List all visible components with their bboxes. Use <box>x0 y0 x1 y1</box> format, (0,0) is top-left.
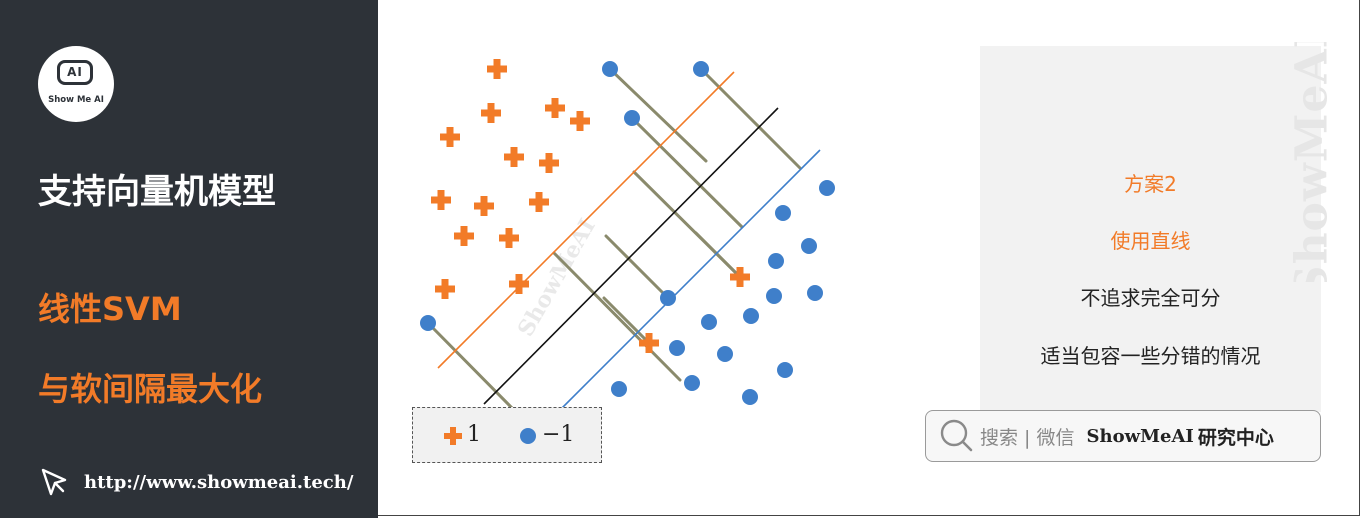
content-frame <box>378 0 1360 516</box>
slack-segment <box>608 67 708 163</box>
slack-segment <box>604 234 670 300</box>
plus-marker <box>440 127 460 147</box>
circle-marker <box>766 288 782 304</box>
plus-marker <box>639 333 659 353</box>
vertical-watermark: ShowMeAI <box>1286 42 1338 282</box>
panel-line-tolerate-errors: 适当包容一些分错的情况 <box>1040 344 1261 368</box>
plus-marker <box>481 103 501 123</box>
circle-marker <box>768 253 784 269</box>
url-row[interactable]: http://www.showmeai.tech/ <box>38 467 353 497</box>
plus-icon <box>444 427 462 445</box>
plus-marker <box>499 228 519 248</box>
plus-marker <box>474 196 494 216</box>
search-label: 搜索 | 微信 <box>980 426 1075 449</box>
positive-margin-line <box>437 71 735 369</box>
circle-marker <box>743 308 759 324</box>
plus-marker <box>730 267 750 287</box>
circle-marker <box>819 180 835 196</box>
slack-segment <box>602 296 651 345</box>
circle-marker <box>611 381 627 397</box>
plus-marker <box>539 153 559 173</box>
circle-marker <box>775 205 791 221</box>
panel-heading: 方案2 <box>1124 172 1177 196</box>
page-title: 支持向量机模型 <box>38 172 276 212</box>
positive-points <box>431 59 750 353</box>
negative-points <box>420 61 835 405</box>
panel-line-straight: 使用直线 <box>1110 229 1191 253</box>
search-brand: ShowMeAI <box>1086 425 1194 447</box>
slack-segment <box>552 251 682 382</box>
website-link[interactable]: http://www.showmeai.tech/ <box>84 471 354 493</box>
circle-marker <box>717 346 733 362</box>
slack-segments <box>426 67 802 412</box>
plus-marker <box>435 279 455 299</box>
showmeai-logo: AI Show Me AI <box>38 46 114 122</box>
circle-marker <box>669 340 685 356</box>
cursor-icon <box>41 468 67 496</box>
circle-marker <box>684 375 700 391</box>
legend-label-negative: −1 <box>542 422 575 447</box>
explanation-panel: 方案2 使用直线 不追求完全可分 适当包容一些分错的情况 <box>980 46 1321 412</box>
search-icon <box>940 419 973 452</box>
svm-diagram: ShowMeAI <box>420 59 835 412</box>
circle-marker <box>624 110 640 126</box>
plus-marker <box>504 147 524 167</box>
plus-marker <box>431 190 451 210</box>
subtitle-linear-svm: 线性SVM <box>38 290 182 328</box>
plus-marker <box>454 226 474 246</box>
robot-face-icon: AI <box>57 60 93 85</box>
legend: 1 −1 <box>412 407 602 463</box>
slack-segment <box>694 231 742 279</box>
plus-marker <box>487 59 507 79</box>
decision-boundary-line <box>483 107 779 405</box>
plus-marker <box>529 192 549 212</box>
circle-marker <box>693 61 709 77</box>
circle-marker <box>602 61 618 77</box>
legend-label-positive: 1 <box>467 422 481 447</box>
wechat-search-bar[interactable]: 搜索 | 微信 ShowMeAI 研究中心 <box>925 410 1321 462</box>
slack-segment <box>426 321 516 412</box>
plus-marker <box>509 274 529 294</box>
circle-marker <box>807 285 823 301</box>
slack-segment <box>630 116 744 229</box>
circle-marker <box>660 290 676 306</box>
circle-marker <box>701 314 717 330</box>
panel-line-not-separable: 不追求完全可分 <box>1080 286 1221 310</box>
sidebar: AI Show Me AI 支持向量机模型 线性SVM 与软间隔最大化 http… <box>0 0 378 518</box>
diagram-watermark: ShowMeAI <box>513 214 601 341</box>
circle-marker <box>777 362 793 378</box>
search-brand-suffix: 研究中心 <box>1197 426 1274 449</box>
circle-icon <box>520 428 536 444</box>
circle-marker <box>801 238 817 254</box>
plus-marker <box>545 98 565 118</box>
plus-marker <box>570 111 590 131</box>
circle-marker <box>420 315 436 331</box>
logo-text: Show Me AI <box>48 95 104 105</box>
negative-margin-line <box>561 149 821 409</box>
subtitle-soft-margin: 与软间隔最大化 <box>38 370 263 408</box>
circle-marker <box>742 389 758 405</box>
slack-segment <box>699 67 802 170</box>
